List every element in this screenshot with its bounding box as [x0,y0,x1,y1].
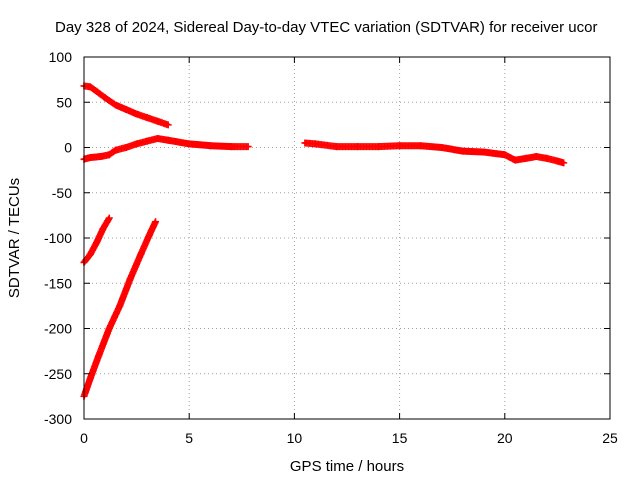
grid [84,57,610,419]
data-series [80,82,568,400]
x-tick-label: 15 [392,430,408,446]
y-tick-label: 100 [49,49,73,65]
y-tick-label: -200 [44,321,72,337]
data-point [105,214,113,222]
x-axis-label: GPS time / hours [290,458,404,475]
x-tick-label: 5 [185,430,193,446]
series-track-2 [80,134,252,163]
x-tick-label: 10 [287,430,303,446]
y-tick-label: -300 [44,411,72,427]
y-tick-label: 0 [64,140,72,156]
series-track-5 [80,218,160,400]
y-tick-label: -50 [52,185,72,201]
data-point [244,143,252,151]
data-point [152,218,160,226]
data-point [560,159,568,167]
series-track-4 [80,214,113,266]
x-tick-label: 25 [602,430,618,446]
y-tick-label: -250 [44,366,72,382]
y-tick-label: 50 [56,94,72,110]
series-track-3 [301,139,568,167]
plot-frame [83,56,611,420]
y-axis-label: SDTVAR / TECUs [6,178,23,298]
x-tick-label: 0 [80,430,88,446]
chart-title: Day 328 of 2024, Sidereal Day-to-day VTE… [55,19,597,36]
series-track-1 [80,82,172,129]
y-tick-label: -100 [44,230,72,246]
data-point [164,121,172,129]
x-tick-label: 20 [497,430,513,446]
y-tick-label: -150 [44,275,72,291]
axis-ticks: 0 5 10 15 20 25 100 50 0 -50 -100 -150 -200 -250 -300 [44,49,618,446]
